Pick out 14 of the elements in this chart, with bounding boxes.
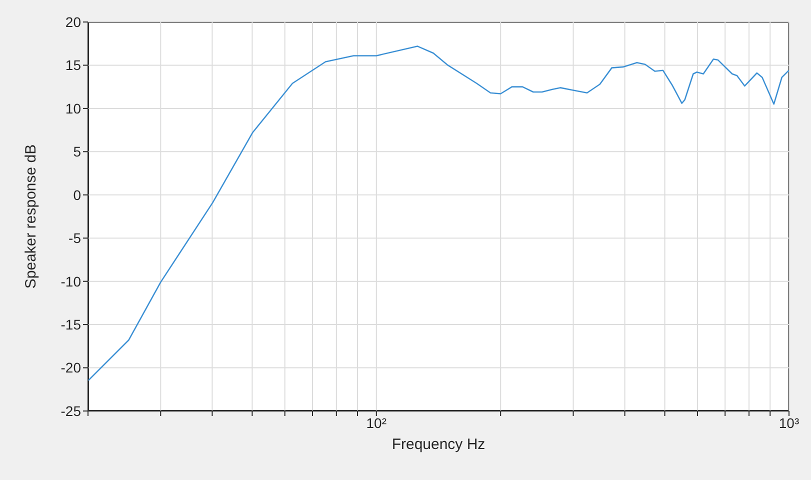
y-tick-label: 10: [65, 100, 82, 116]
y-tick-label: 0: [73, 186, 82, 203]
y-tick-label: -15: [60, 316, 82, 333]
y-tick-label: 5: [73, 144, 82, 160]
x-tick-label: 10²: [366, 414, 387, 431]
x-tick-label: 10³: [778, 414, 800, 431]
y-tick-label: 20: [65, 14, 82, 30]
y-tick-label: -10: [60, 273, 82, 290]
y-axis-title: Speaker response dB: [22, 144, 40, 289]
y-tick-label: -25: [60, 402, 82, 419]
y-tick-label: -5: [68, 230, 82, 246]
y-tick-label: -20: [60, 360, 82, 376]
x-axis-title: Frequency Hz: [392, 436, 486, 453]
y-tick-label: 15: [65, 57, 82, 74]
